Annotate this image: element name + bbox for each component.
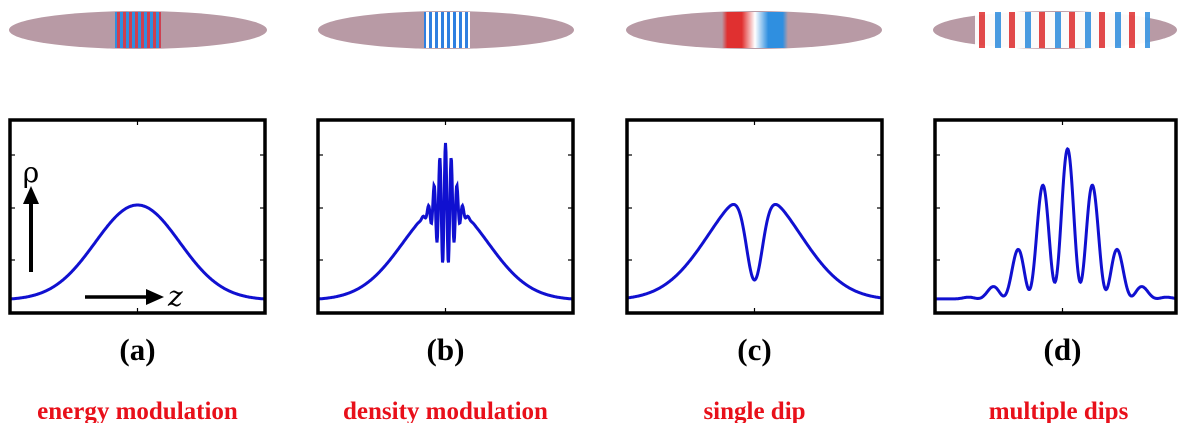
panel-label: (d) (1044, 332, 1082, 367)
density-curve (318, 142, 573, 301)
plot-frame (625, 118, 884, 315)
panel-caption: single dip (703, 398, 805, 423)
plot-frame (316, 118, 575, 315)
panel-label: (c) (737, 332, 771, 367)
density-curve (627, 203, 882, 300)
panels: (a) energy modulation (b) density modulatio… (8, 118, 1178, 423)
panel-caption: multiple dips (989, 398, 1129, 423)
density-curve (10, 203, 265, 301)
x-axis-label: z (167, 280, 183, 313)
plot-frame (8, 118, 267, 315)
y-arrowhead (23, 186, 39, 204)
panel-label: (b) (427, 332, 465, 367)
beam-modulation (722, 12, 788, 48)
x-arrowhead (146, 289, 164, 305)
beam-modulation (424, 12, 470, 48)
panel-caption: density modulation (343, 398, 548, 423)
panel-caption: energy modulation (37, 398, 238, 423)
panel-label: (a) (119, 332, 155, 367)
y-axis-label: ρ (23, 156, 39, 189)
plot-frame (933, 118, 1178, 315)
beam-modulation (975, 12, 1150, 48)
density-curve (935, 147, 1176, 301)
beam-modulation (115, 12, 161, 48)
